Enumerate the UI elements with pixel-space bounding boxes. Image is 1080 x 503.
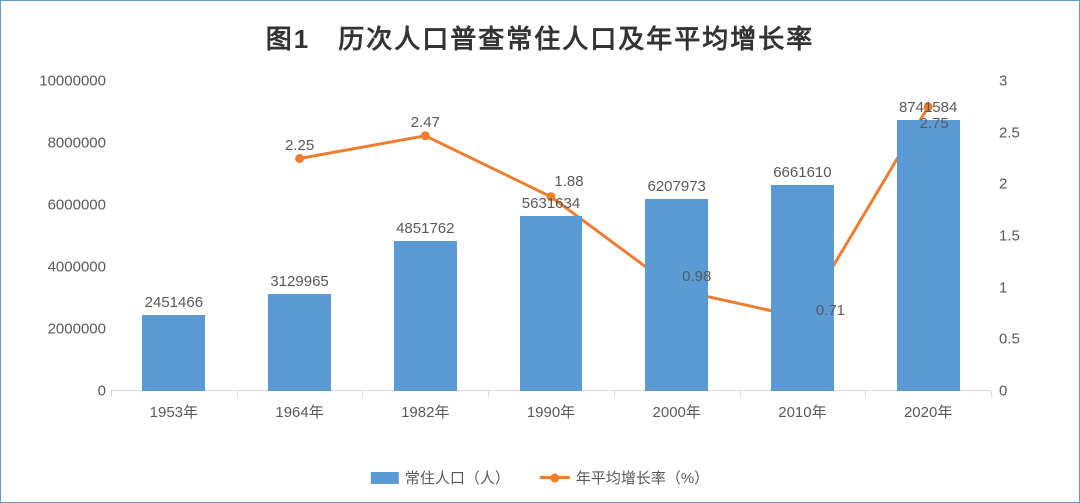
x-tick-label: 1964年 <box>275 401 323 422</box>
y-left-tick: 0 <box>21 383 106 400</box>
y-axis-left: 0200000040000006000000800000010000000 <box>21 81 106 391</box>
x-tick-mark <box>362 391 363 397</box>
legend-line-swatch <box>540 476 570 479</box>
legend-bar-swatch <box>371 472 399 484</box>
y-axis-right: 00.511.522.53 <box>999 81 1049 391</box>
chart-title: 图1 历次人口普查常住人口及年平均增长率 <box>1 1 1079 56</box>
line-value-label: 0.71 <box>816 302 845 319</box>
line-value-label: 2.75 <box>920 115 949 132</box>
x-axis: 1953年 1964年 1982年 1990年 2000年 2010年 2020年 <box>111 391 991 421</box>
y-left-tick: 10000000 <box>21 73 106 90</box>
bar <box>897 120 960 391</box>
bar-value-label: 5631634 <box>522 195 580 212</box>
x-tick-label: 2000年 <box>653 401 701 422</box>
y-left-tick: 2000000 <box>21 321 106 338</box>
bar <box>645 199 708 391</box>
y-right-tick: 0 <box>999 383 1049 400</box>
line-marker <box>421 131 430 140</box>
x-tick-mark <box>614 391 615 397</box>
bar-value-label: 3129965 <box>270 273 328 290</box>
x-tick-label: 1982年 <box>401 401 449 422</box>
y-right-tick: 0.5 <box>999 331 1049 348</box>
y-right-tick: 2 <box>999 176 1049 193</box>
line-value-label: 1.88 <box>554 173 583 190</box>
bar <box>771 185 834 392</box>
x-tick-label: 1990年 <box>527 401 575 422</box>
bar-value-label: 8741584 <box>899 99 957 116</box>
x-tick-mark <box>488 391 489 397</box>
y-left-tick: 6000000 <box>21 197 106 214</box>
x-tick-mark <box>865 391 866 397</box>
y-left-tick: 8000000 <box>21 135 106 152</box>
y-right-tick: 3 <box>999 73 1049 90</box>
x-tick-label: 2020年 <box>904 401 952 422</box>
line-value-label: 2.47 <box>411 114 440 131</box>
x-tick-mark <box>111 391 112 397</box>
legend: 常住人口（人） 年平均增长率（%） <box>371 467 709 488</box>
bar <box>268 294 331 391</box>
y-right-tick: 2.5 <box>999 124 1049 141</box>
bar-value-label: 4851762 <box>396 220 454 237</box>
bar <box>520 216 583 391</box>
bar <box>394 241 457 391</box>
x-tick-label: 1953年 <box>150 401 198 422</box>
legend-line-label: 年平均增长率（%） <box>576 467 709 488</box>
chart-container: 图1 历次人口普查常住人口及年平均增长率 0 2000000 4000000 6000… <box>0 0 1080 503</box>
line-marker <box>295 154 304 163</box>
line-value-label: 0.98 <box>682 268 711 285</box>
legend-item-line: 年平均增长率（%） <box>540 467 709 488</box>
x-tick-mark <box>237 391 238 397</box>
y-right-tick: 1 <box>999 279 1049 296</box>
legend-item-bar: 常住人口（人） <box>371 467 510 488</box>
x-tick-mark <box>991 391 992 397</box>
bar-value-label: 2451466 <box>145 294 203 311</box>
y-left-tick: 4000000 <box>21 259 106 276</box>
x-tick-mark <box>740 391 741 397</box>
plot-area: 2451466 3129965 4851762 5631634 6207973 66616… <box>111 81 991 391</box>
x-tick-label: 2010年 <box>778 401 826 422</box>
bar <box>142 315 205 391</box>
line-value-label: 2.25 <box>285 137 314 154</box>
bar-value-label: 6207973 <box>648 178 706 195</box>
bar-value-label: 6661610 <box>773 164 831 181</box>
y-right-tick: 1.5 <box>999 228 1049 245</box>
legend-bar-label: 常住人口（人） <box>405 467 510 488</box>
